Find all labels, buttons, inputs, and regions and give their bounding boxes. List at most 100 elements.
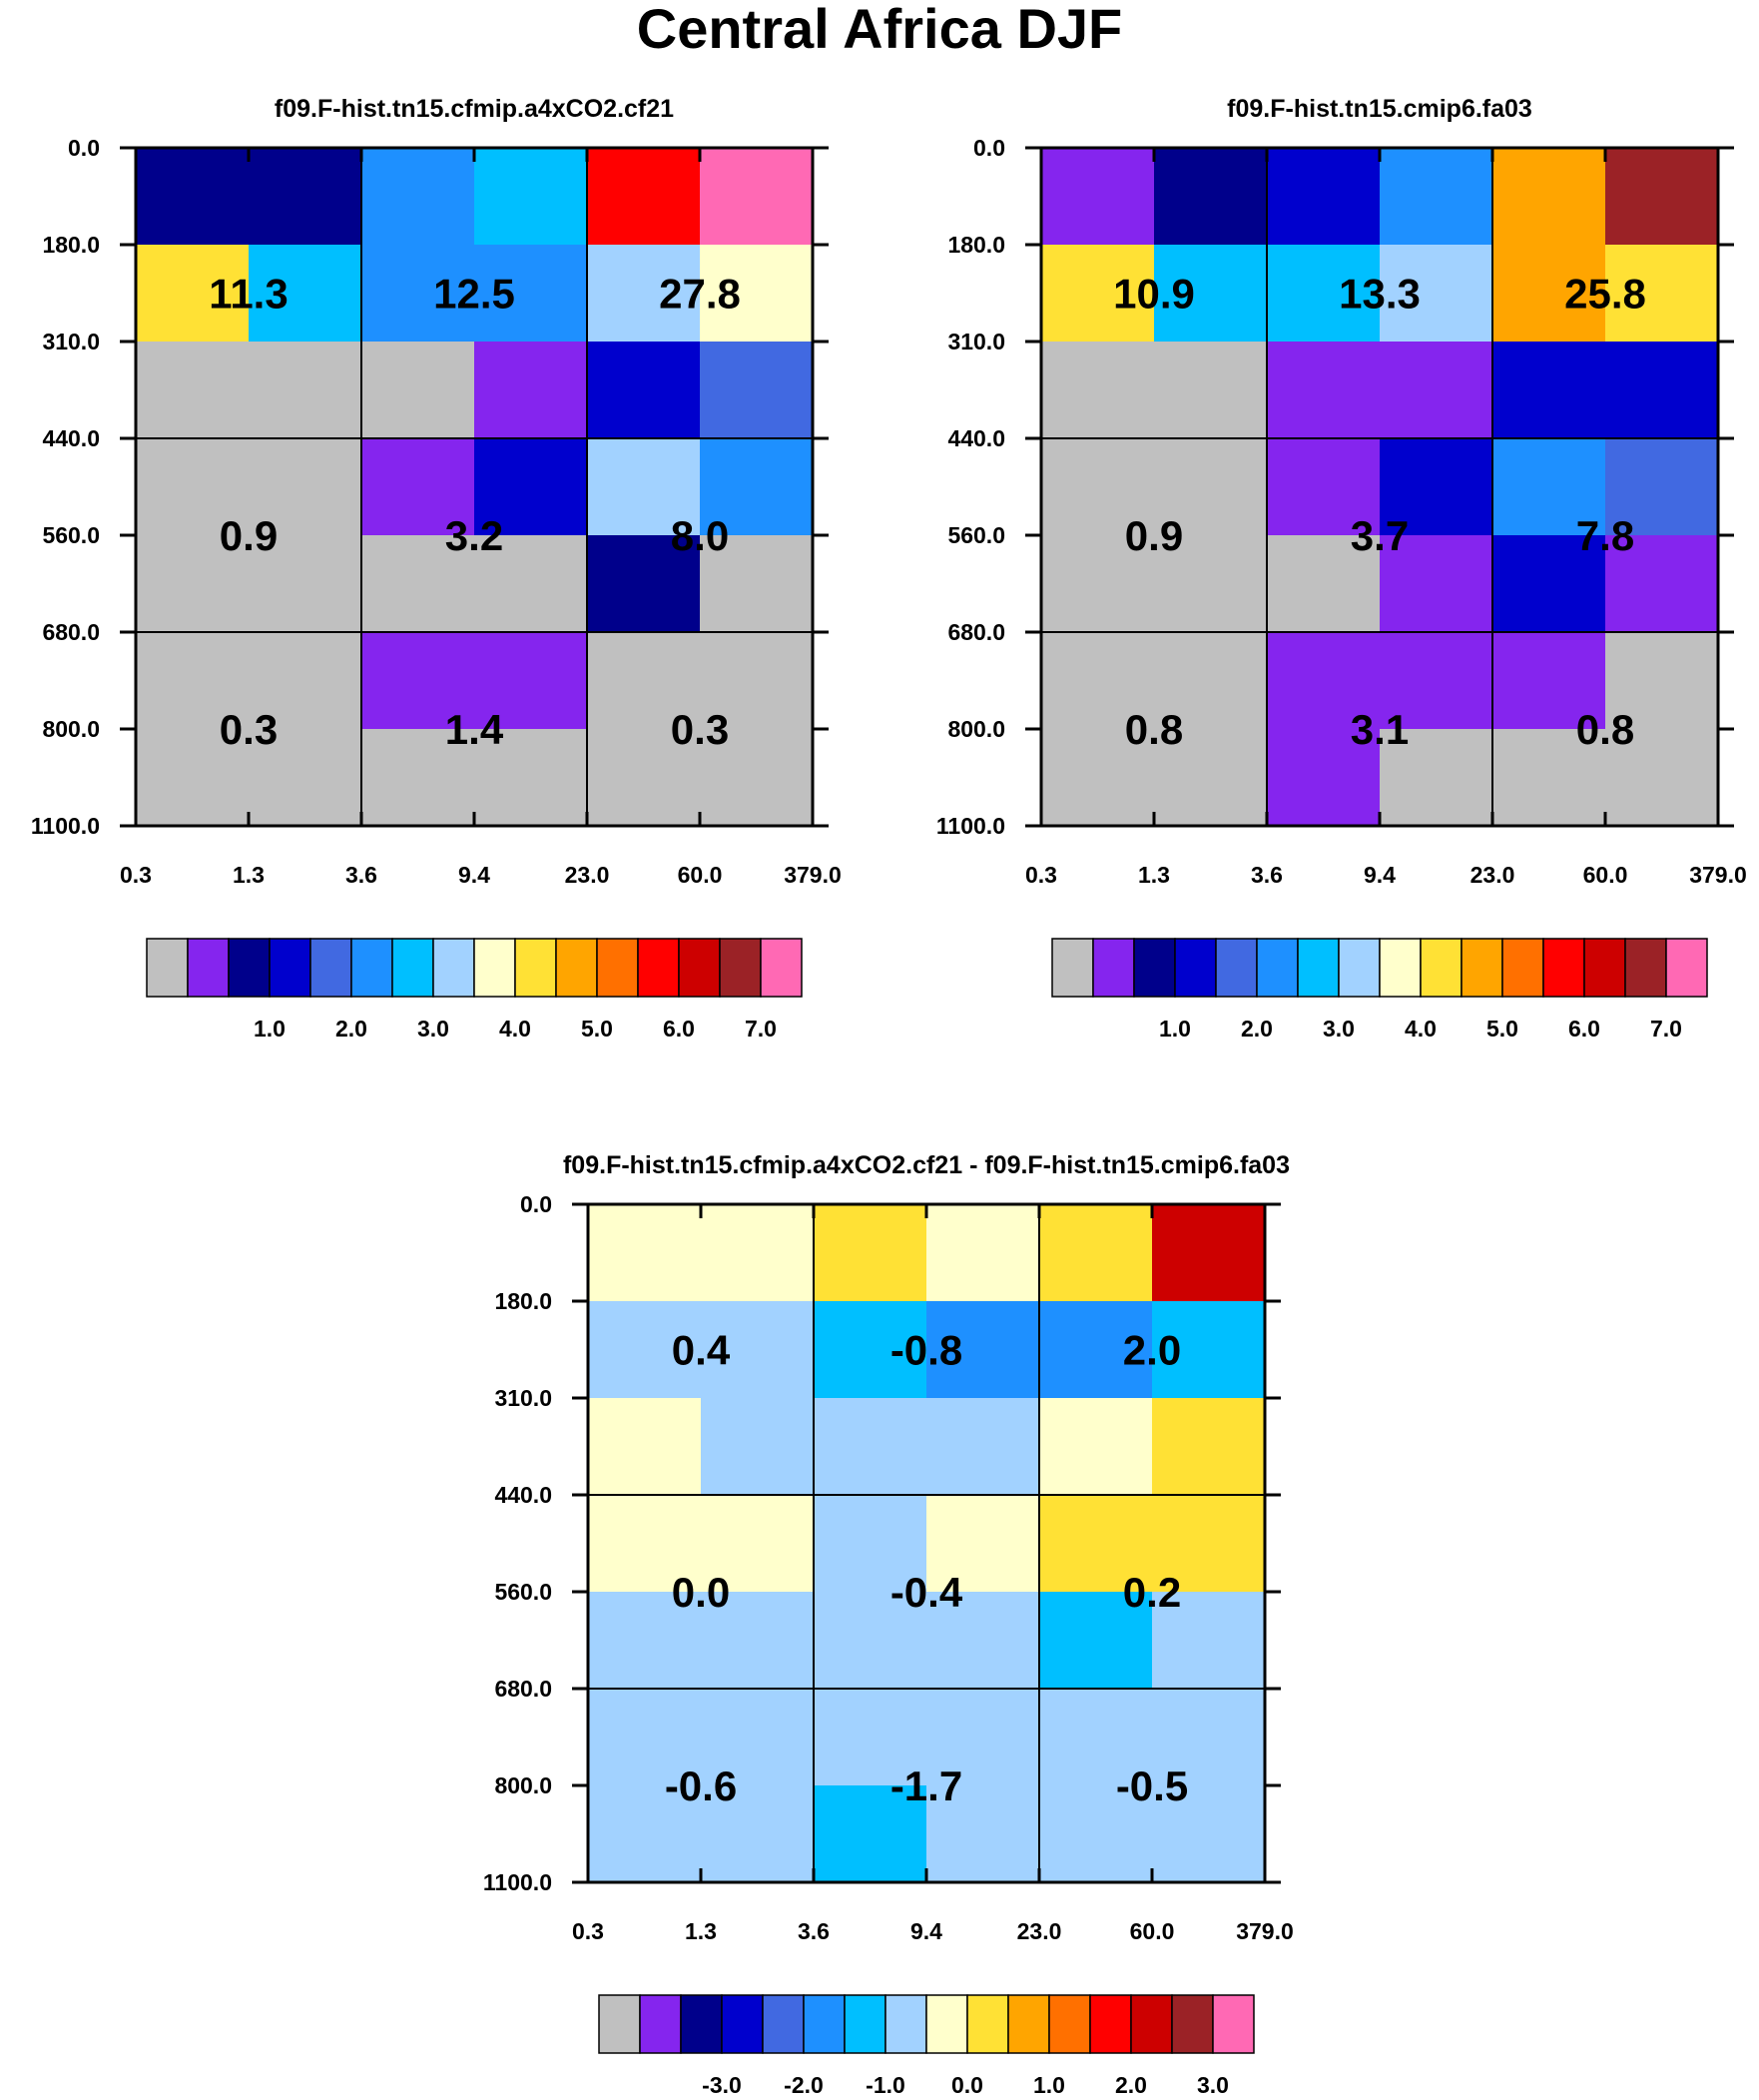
colorbar-label: 3.0	[1323, 1016, 1355, 1042]
heatmap-cell	[1380, 535, 1493, 633]
heatmap-cell	[361, 438, 475, 536]
heatmap-cell	[1152, 1495, 1266, 1593]
heatmap-cell	[700, 438, 814, 536]
heatmap-cell	[926, 1495, 1040, 1593]
heatmap-cell	[249, 148, 362, 246]
colorbar-swatch	[1420, 938, 1463, 998]
colorbar-label: 5.0	[1486, 1016, 1518, 1042]
colorbar-swatch	[1215, 938, 1258, 998]
heatmap-cell	[814, 1398, 927, 1496]
heatmap-cell	[1041, 245, 1155, 343]
y-tick-label: 800.0	[494, 1772, 552, 1798]
heatmap-cell	[1041, 535, 1155, 633]
heatmap-cell	[814, 1495, 927, 1593]
heatmap-cell	[136, 729, 250, 827]
colorbar-swatch	[555, 938, 598, 998]
panel-3: f09.F-hist.tn15.cfmip.a4xCO2.cf21 - f09.…	[483, 1151, 1294, 2098]
colorbar-label: 6.0	[1568, 1016, 1600, 1042]
heatmap-cell	[588, 1592, 702, 1690]
box-total-label: 2.0	[1123, 1327, 1181, 1374]
heatmap-cell	[1041, 342, 1155, 439]
heatmap-cell	[474, 535, 588, 633]
colorbar-swatch	[678, 938, 721, 998]
colorbar-swatch	[1624, 938, 1667, 998]
heatmap-cell	[249, 632, 362, 730]
heatmap-cell	[1154, 729, 1268, 827]
heatmap-cell	[587, 342, 701, 439]
x-tick-label: 23.0	[565, 862, 610, 888]
heatmap-cell	[926, 1398, 1040, 1496]
heatmap-cell	[700, 729, 814, 827]
heatmap-cell	[1039, 1495, 1153, 1593]
colorbar-swatch	[1007, 1994, 1050, 2054]
heatmap-cells	[588, 1204, 1266, 1883]
heatmap-cell	[136, 245, 250, 343]
y-tick-label: 0.0	[68, 135, 100, 161]
heatmap-cell	[1605, 535, 1719, 633]
x-tick-label: 23.0	[1470, 862, 1515, 888]
heatmap-cell	[361, 148, 475, 246]
heatmap-cell	[249, 438, 362, 536]
colorbar-swatch	[473, 938, 516, 998]
y-tick-label: 440.0	[947, 425, 1005, 451]
heatmap-cell	[700, 342, 814, 439]
y-tick-label: 680.0	[42, 619, 100, 645]
heatmap-cell	[1039, 1689, 1153, 1786]
heatmap-cell	[1605, 729, 1719, 827]
colorbar-label: 0.0	[951, 2072, 983, 2098]
x-tick-label: 23.0	[1017, 1918, 1062, 1944]
heatmap-cell	[361, 245, 475, 343]
heatmap-cell	[701, 1785, 815, 1883]
x-tick-label: 9.4	[910, 1918, 942, 1944]
colorbar-swatch	[309, 938, 352, 998]
colorbar-label: 2.0	[335, 1016, 367, 1042]
heatmap-cell	[1492, 148, 1606, 246]
heatmap-cell	[814, 1204, 927, 1302]
heatmap-cell	[701, 1592, 815, 1690]
heatmap-cell	[136, 148, 250, 246]
heatmap-cell	[1152, 1592, 1266, 1690]
heatmap-cell	[701, 1204, 815, 1302]
box-total-label: 0.0	[672, 1569, 730, 1616]
heatmap-cell	[588, 1398, 702, 1496]
colorbar-swatch	[1174, 938, 1217, 998]
y-tick-label: 1100.0	[936, 813, 1005, 839]
x-tick-label: 379.0	[1236, 1918, 1294, 1944]
colorbar-swatch	[966, 1994, 1009, 2054]
box-total-label: -0.4	[890, 1569, 963, 1616]
heatmap-cell	[1380, 632, 1493, 730]
box-total-label: 0.3	[220, 706, 278, 753]
colorbar: 1.0 2.0 3.0 4.0 5.0 6.0 7.0	[146, 938, 803, 1042]
box-total-label: 10.9	[1113, 271, 1195, 318]
heatmap-cell	[1267, 245, 1381, 343]
heatmap-cell	[1380, 438, 1493, 536]
colorbar-swatch	[598, 1994, 641, 2054]
colorbar-label: -2.0	[784, 2072, 824, 2098]
heatmap-cell	[588, 1495, 702, 1593]
heatmap-cell	[474, 245, 588, 343]
heatmap-cell	[1039, 1592, 1153, 1690]
heatmap-cell	[588, 1689, 702, 1786]
y-tick-label: 440.0	[494, 1482, 552, 1508]
heatmap-cell	[1492, 535, 1606, 633]
heatmap-cell	[700, 245, 814, 343]
heatmap-cell	[1492, 438, 1606, 536]
colorbar-label: -1.0	[866, 2072, 905, 2098]
heatmap-cell	[1154, 438, 1268, 536]
heatmap-cell	[474, 729, 588, 827]
heatmap-cell	[701, 1495, 815, 1593]
heatmap-cell	[1492, 729, 1606, 827]
heatmap-cell	[1605, 632, 1719, 730]
colorbar-swatch	[146, 938, 189, 998]
colorbar-label: 5.0	[581, 1016, 613, 1042]
x-tick-label: 0.3	[572, 1918, 604, 1944]
heatmap-cell	[1152, 1204, 1266, 1302]
y-tick-label: 310.0	[42, 329, 100, 354]
heatmap-cell	[587, 148, 701, 246]
heatmap-cell	[700, 535, 814, 633]
heatmap-cell	[361, 632, 475, 730]
colorbar-swatch	[1092, 938, 1135, 998]
heatmap-cell	[700, 148, 814, 246]
heatmap-cell	[814, 1785, 927, 1883]
